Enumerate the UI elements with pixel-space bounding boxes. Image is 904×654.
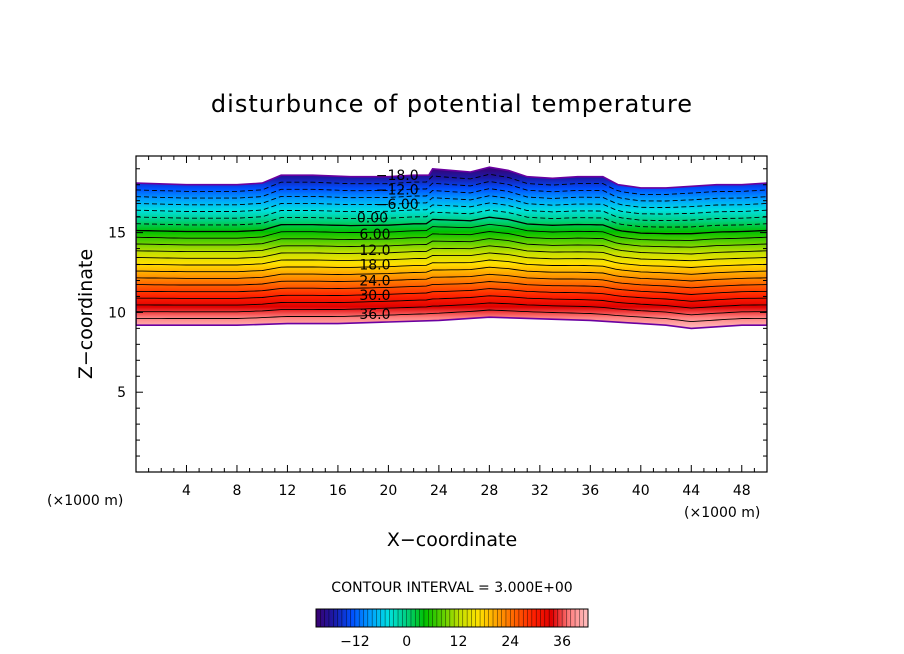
contour-label: 0.00 bbox=[357, 210, 388, 226]
x-tick-label: 32 bbox=[531, 483, 549, 499]
colorbar-tick-label: 12 bbox=[450, 634, 468, 650]
contour-line bbox=[136, 259, 767, 275]
chart-title: disturbunce of potential temperature bbox=[211, 90, 693, 118]
contour-label: 18.0 bbox=[359, 258, 390, 274]
contour-label: −6.00 bbox=[376, 197, 419, 213]
contour-label: 12.0 bbox=[359, 243, 390, 259]
x-tick-label: 4 bbox=[182, 483, 191, 499]
contour-field bbox=[136, 166, 767, 330]
x-unit-label-left: (×1000 m) bbox=[47, 493, 123, 509]
contour-line bbox=[136, 181, 767, 202]
x-axis-label: X−coordinate bbox=[387, 529, 517, 551]
x-tick-label: 36 bbox=[581, 483, 599, 499]
contour-line bbox=[136, 295, 767, 309]
colorbar-tick-label: −12 bbox=[340, 634, 370, 650]
x-axis-ticks: 4 8 12 16 20 24 28 32 36 40 44 48 bbox=[135, 156, 768, 499]
x-tick-label: 48 bbox=[733, 483, 751, 499]
y-axis-label: Z−coordinate bbox=[75, 249, 97, 379]
contour-line bbox=[136, 302, 767, 316]
colorbar-tick-label: 36 bbox=[553, 634, 571, 650]
contour-line bbox=[136, 252, 767, 268]
contour-line bbox=[136, 231, 767, 248]
contour-line bbox=[136, 202, 767, 222]
y-tick-label: 15 bbox=[108, 226, 126, 242]
x-tick-label: 40 bbox=[632, 483, 650, 499]
colorbar-fill bbox=[316, 609, 588, 627]
contour-line bbox=[136, 195, 767, 215]
x-unit-label-right: (×1000 m) bbox=[684, 505, 760, 521]
colorbar-tick-label: 0 bbox=[402, 634, 411, 650]
x-tick-label: 28 bbox=[480, 483, 498, 499]
contour-line bbox=[136, 173, 767, 195]
contour-lines bbox=[136, 173, 767, 323]
x-tick-label: 8 bbox=[232, 483, 241, 499]
colorbar-tick-label: 24 bbox=[501, 634, 519, 650]
contour-label: 30.0 bbox=[359, 288, 390, 304]
contour-line bbox=[136, 238, 767, 255]
contour-line bbox=[136, 245, 767, 262]
contour-interval-label: CONTOUR INTERVAL = 3.000E+00 bbox=[331, 580, 572, 596]
contour-line bbox=[136, 288, 767, 302]
contour-line bbox=[136, 223, 767, 241]
y-tick-label: 5 bbox=[117, 385, 126, 401]
x-tick-label: 24 bbox=[430, 483, 448, 499]
x-tick-label: 12 bbox=[279, 483, 297, 499]
contour-line bbox=[136, 266, 767, 282]
x-tick-label: 16 bbox=[329, 483, 347, 499]
contour-line bbox=[136, 281, 767, 295]
contour-line bbox=[136, 209, 767, 228]
contour-line bbox=[136, 216, 767, 235]
colorbar-frame bbox=[315, 608, 589, 628]
contour-label: −12.0 bbox=[376, 183, 419, 199]
contour-line bbox=[136, 273, 767, 289]
contour-label: 24.0 bbox=[359, 273, 390, 289]
colorbar: −12 0 12 24 36 bbox=[315, 608, 589, 650]
y-tick-label: 10 bbox=[108, 305, 126, 321]
y-axis-ticks: 5 10 15 bbox=[108, 168, 767, 473]
field-boundary bbox=[136, 166, 767, 330]
contour-line bbox=[136, 188, 767, 208]
contour-label: 36.0 bbox=[359, 307, 390, 323]
x-tick-label: 20 bbox=[379, 483, 397, 499]
contour-line bbox=[136, 309, 767, 323]
x-tick-label: 44 bbox=[682, 483, 700, 499]
contour-label: −18.0 bbox=[376, 168, 419, 184]
contour-label: 6.00 bbox=[359, 227, 390, 243]
contour-fill bbox=[136, 167, 767, 329]
